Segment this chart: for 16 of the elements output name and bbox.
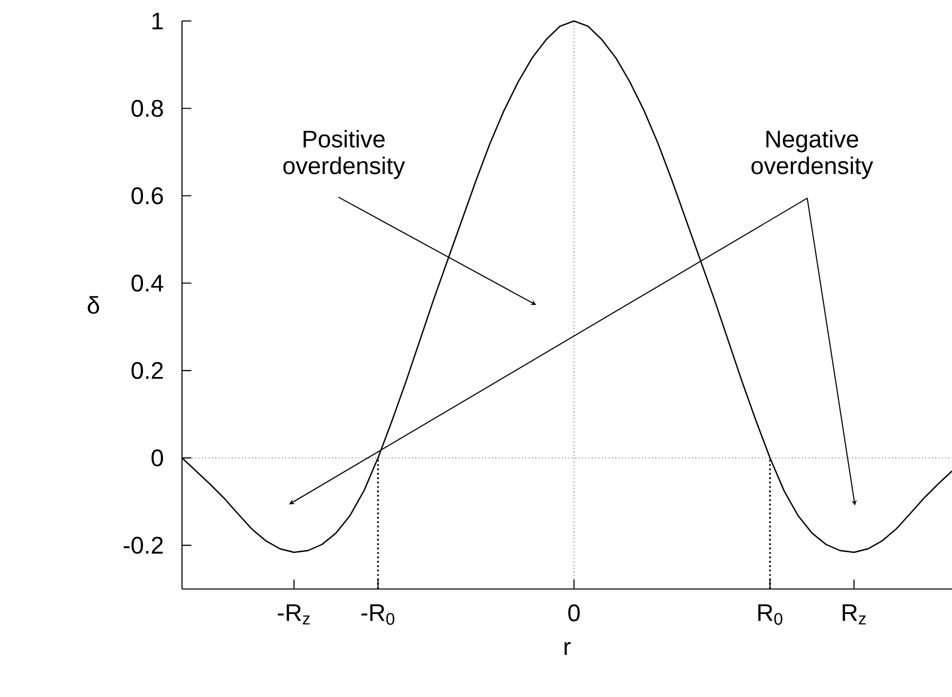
x-tick-label: -R$_{0}$ [361, 604, 394, 625]
x-tick-label: R$_{0}$ [758, 604, 782, 625]
y-tick-label: 1 [152, 12, 163, 30]
y-tick-label: 0.4 [132, 274, 164, 292]
x-tick-label: 0 [568, 604, 580, 622]
x-tick-label: -R$_{z}$ [278, 604, 310, 624]
y-tick-label: 0 [152, 449, 164, 466]
x-axis-title: r [564, 642, 571, 655]
x-tick-label: R$_{z}$ [842, 604, 866, 624]
y-tick-label: 0.6 [132, 187, 163, 204]
annotation: Negative overdensity [751, 130, 874, 179]
y-tick-label: 0.2 [132, 362, 163, 380]
y-tick-label: -0.2 [124, 536, 163, 554]
y-tick-label: 0.8 [132, 100, 163, 117]
y-axis-title: δ [88, 296, 100, 314]
annotation: Positive overdensity [283, 130, 406, 179]
